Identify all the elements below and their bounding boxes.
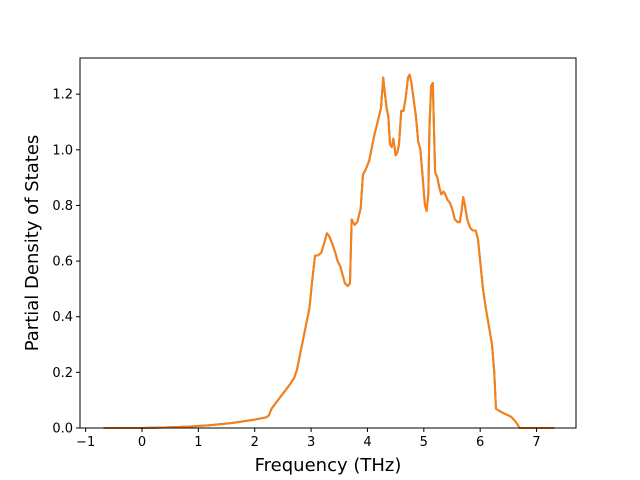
x-tick-label: −1: [76, 435, 95, 450]
x-tick-label: 6: [476, 435, 484, 450]
series-line-2: [103, 73, 555, 429]
x-tick-label: 7: [532, 435, 540, 450]
plot-area: [80, 58, 576, 428]
x-tick-label: 2: [251, 435, 259, 450]
y-tick-label: 0.2: [52, 366, 73, 381]
y-tick-label: 0.4: [52, 310, 73, 325]
plot-frame: [79, 57, 577, 429]
y-axis-ticks: 0.0 0.2 0.4 0.6 0.8 1.0 1.2: [52, 88, 80, 437]
x-tick-label: 5: [420, 435, 428, 450]
y-tick-label: 0.6: [52, 255, 73, 270]
x-axis-ticks: −1 0 1 2 3 4 5 6 7: [76, 428, 541, 450]
y-tick-label: 1.2: [52, 88, 73, 103]
x-tick-label: 1: [194, 435, 202, 450]
y-tick-label: 0.8: [52, 199, 73, 214]
series-layer: [103, 73, 555, 429]
x-tick-label: 3: [307, 435, 315, 450]
x-tick-label: 4: [363, 435, 371, 450]
y-tick-label: 0.0: [52, 422, 73, 437]
x-tick-label: 0: [138, 435, 146, 450]
y-tick-label: 1.0: [52, 143, 73, 158]
x-axis-title: Frequency (THz): [255, 455, 402, 476]
y-axis-title: Partial Density of States: [22, 135, 43, 352]
